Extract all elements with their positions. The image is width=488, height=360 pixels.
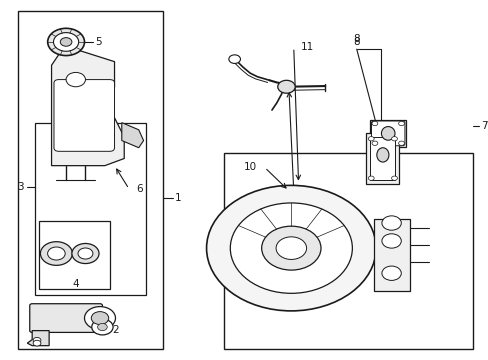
- Text: 12: 12: [305, 268, 318, 278]
- Circle shape: [398, 141, 404, 145]
- Circle shape: [367, 176, 373, 180]
- Circle shape: [391, 136, 397, 141]
- Bar: [223, 153, 472, 348]
- Text: 4: 4: [72, 279, 79, 289]
- Bar: [373, 220, 409, 291]
- Circle shape: [228, 55, 240, 63]
- Circle shape: [371, 121, 377, 126]
- Circle shape: [398, 121, 404, 126]
- Bar: [35, 123, 146, 295]
- Circle shape: [60, 38, 72, 46]
- Circle shape: [98, 323, 107, 330]
- FancyBboxPatch shape: [30, 304, 102, 332]
- Bar: [40, 221, 109, 289]
- Polygon shape: [122, 123, 143, 148]
- Text: 3: 3: [17, 182, 24, 192]
- Text: 8: 8: [353, 37, 359, 47]
- Text: 5: 5: [95, 37, 102, 47]
- Bar: [369, 120, 406, 147]
- Circle shape: [47, 247, 65, 260]
- Circle shape: [371, 141, 377, 145]
- Bar: [369, 137, 395, 180]
- Circle shape: [41, 242, 72, 265]
- Polygon shape: [27, 330, 49, 346]
- Text: 11: 11: [301, 42, 314, 52]
- Text: 10: 10: [244, 162, 257, 172]
- Circle shape: [261, 226, 320, 270]
- Circle shape: [53, 33, 79, 51]
- Circle shape: [91, 312, 108, 324]
- FancyBboxPatch shape: [54, 80, 114, 151]
- Text: 7: 7: [480, 121, 487, 131]
- Circle shape: [381, 216, 401, 230]
- Circle shape: [48, 28, 84, 55]
- Circle shape: [78, 248, 93, 259]
- Text: 9: 9: [366, 177, 373, 187]
- Text: 1: 1: [175, 193, 182, 203]
- Polygon shape: [51, 51, 124, 166]
- Circle shape: [206, 185, 375, 311]
- Circle shape: [230, 203, 352, 293]
- Ellipse shape: [381, 127, 394, 140]
- Bar: [366, 134, 399, 184]
- Circle shape: [381, 234, 401, 248]
- FancyBboxPatch shape: [371, 121, 404, 146]
- Text: 8: 8: [353, 34, 359, 44]
- Circle shape: [33, 340, 41, 346]
- Ellipse shape: [376, 148, 388, 162]
- Text: 2: 2: [112, 325, 119, 334]
- Circle shape: [84, 307, 115, 329]
- Bar: [18, 12, 163, 348]
- Circle shape: [381, 266, 401, 280]
- Circle shape: [92, 319, 113, 335]
- Circle shape: [391, 176, 397, 180]
- Text: 6: 6: [136, 184, 142, 194]
- Circle shape: [277, 80, 295, 93]
- Circle shape: [276, 237, 306, 260]
- Circle shape: [367, 136, 373, 141]
- Circle shape: [72, 243, 99, 264]
- Circle shape: [66, 72, 85, 87]
- Circle shape: [33, 337, 41, 343]
